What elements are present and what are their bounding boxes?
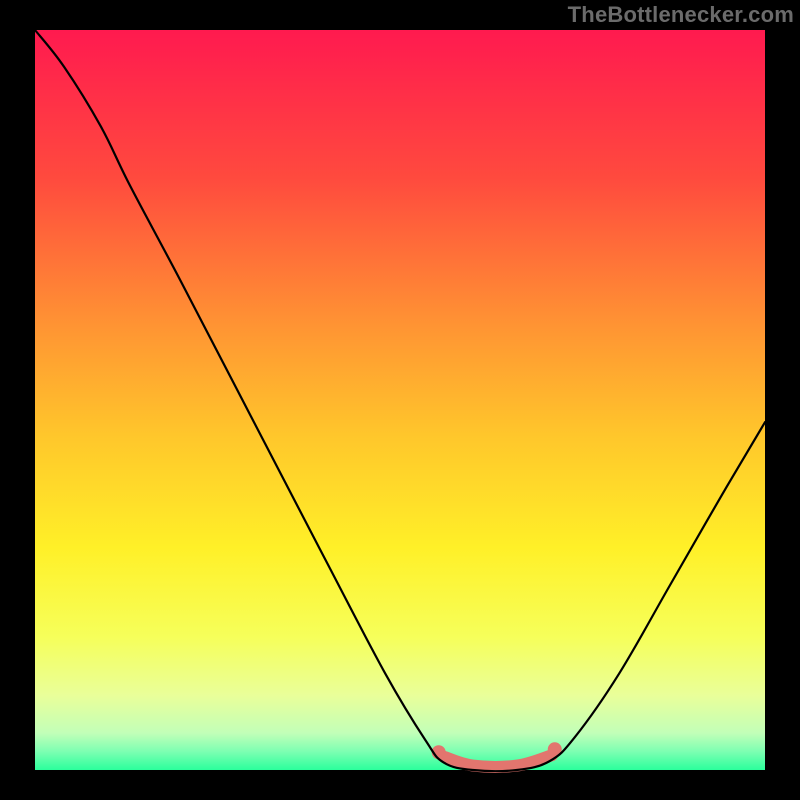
bottleneck-chart (0, 0, 800, 800)
plot-background (35, 30, 765, 770)
watermark-text: TheBottlenecker.com (568, 2, 794, 28)
chart-stage: TheBottlenecker.com (0, 0, 800, 800)
